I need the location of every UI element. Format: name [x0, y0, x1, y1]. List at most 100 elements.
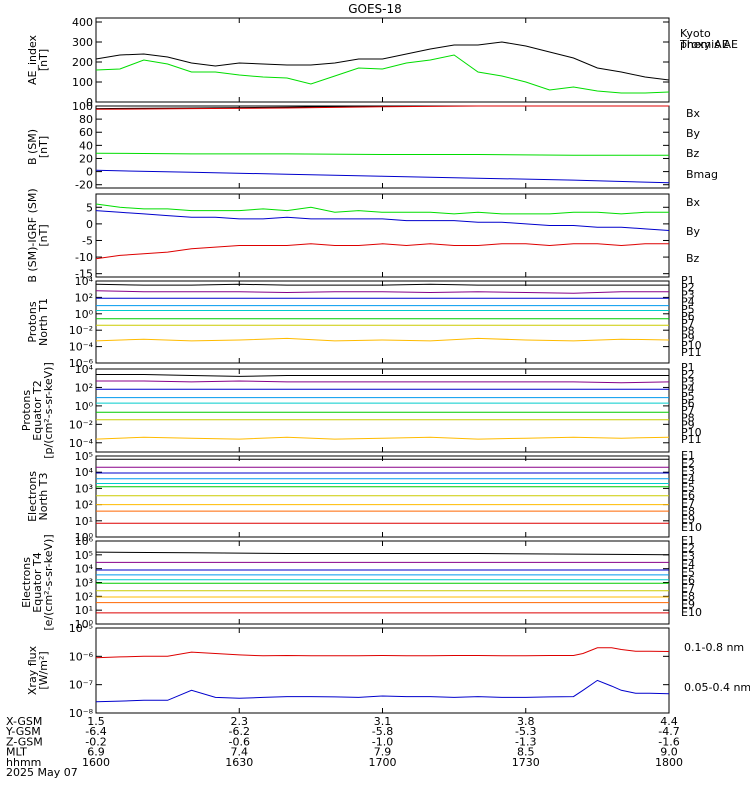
legend-entry: E9 — [681, 513, 695, 526]
footer-row-label: Z-GSM — [6, 735, 43, 748]
legend-entry-line: P4 — [681, 383, 695, 396]
legend-entry-line: E8 — [681, 505, 695, 518]
footer-row-label: Y-GSM — [5, 725, 41, 738]
y-axis-label-line: Equator T4 — [31, 552, 44, 612]
footer-row-value: 6.9 — [87, 746, 105, 759]
legend-entry: P11 — [681, 433, 702, 446]
y-tick-label: 10⁻² — [69, 418, 93, 431]
legend-entry-line: P7 — [681, 317, 695, 330]
series-line-p2 — [95, 290, 669, 294]
y-tick-label: 400 — [72, 16, 93, 29]
y-tick-label: 100 — [72, 100, 93, 113]
series-line-0-1-0-8-nm — [95, 647, 670, 659]
y-tick-label: 80 — [79, 113, 93, 126]
footer-row-value: 4.4 — [660, 715, 678, 728]
footer-date: 2025 May 07 — [6, 766, 78, 779]
legend-entry: E7 — [681, 582, 695, 595]
series-line-e1 — [95, 551, 670, 556]
legend-entry-line: P8 — [681, 324, 695, 337]
legend-entry-line: P4 — [681, 296, 695, 309]
legend-entry: P6 — [681, 397, 695, 410]
legend-entry: E8 — [681, 590, 695, 603]
legend-entry-line: E1 — [681, 534, 695, 547]
legend-entry-line: E9 — [681, 598, 695, 611]
footer-row-value: 7.4 — [231, 746, 249, 759]
legend-entry-line: P8 — [681, 411, 695, 424]
y-tick-label: 10⁻⁶ — [69, 650, 94, 663]
legend-entry-line: proxy AE — [680, 38, 729, 51]
y-tick-label: 10⁵ — [75, 450, 93, 463]
legend-entry-line: E3 — [681, 550, 695, 563]
y-tick-label: -5 — [82, 234, 93, 247]
legend-entry: Kyoto proxy AE — [680, 27, 729, 51]
series-line-0-05-0-4-nm — [95, 679, 670, 703]
legend-entry-line: E8 — [681, 590, 695, 603]
y-tick-label: 20 — [79, 152, 93, 165]
footer-row-value: 1.5 — [87, 715, 105, 728]
legend-entry-line: E2 — [681, 457, 695, 470]
y-tick-label: 10⁰ — [75, 400, 94, 413]
legend-entry-line: Bx — [686, 107, 701, 120]
legend-entry: Bz — [686, 147, 700, 160]
footer-row-value: 8.5 — [517, 746, 535, 759]
y-axis-label-line: [W/m²] — [37, 651, 50, 689]
legend-entry-line: E5 — [681, 566, 695, 579]
legend-entry: P6 — [681, 310, 695, 323]
series-line-bz — [95, 105, 669, 110]
legend-entry: P1 — [681, 274, 695, 287]
legend-entry-line: 0.1-0.8 nm — [684, 641, 744, 654]
legend-entry-line: P9 — [681, 419, 695, 432]
legend-entry-line: E4 — [681, 473, 695, 486]
y-tick-label: 10⁻⁴ — [69, 341, 94, 354]
legend-entry: P5 — [681, 303, 695, 316]
y-tick-label: 10¹ — [75, 604, 93, 617]
legend-entry-line: P9 — [681, 332, 695, 345]
legend-entry-line: E4 — [681, 558, 695, 571]
y-tick-label: 10⁶ — [75, 535, 94, 548]
legend-entry-line: P3 — [681, 375, 695, 388]
y-axis-label-line: AE_index — [26, 34, 39, 85]
series-line-by — [95, 203, 669, 215]
legend-entry-line: E1 — [681, 449, 695, 462]
legend-entry-line: E6 — [681, 574, 695, 587]
y-axis-label-line: Electrons — [20, 557, 33, 608]
chart-panel-4: 10⁻⁶ 10⁻⁴ 10⁻² 10⁰ 10² 10⁴ ProtonsNorth T1 P1P2… — [26, 274, 702, 370]
legend-entry-line: Themis AE — [679, 38, 738, 51]
legend-entry: E8 — [681, 505, 695, 518]
legend-entry-line: Bx — [686, 196, 701, 209]
footer-row-value: -1.6 — [658, 735, 679, 748]
footer-row-label: MLT — [6, 746, 27, 759]
legend-entry: E6 — [681, 574, 695, 587]
legend-entry: E1 — [681, 449, 695, 462]
legend-entry: E4 — [681, 558, 695, 571]
y-axis-label-line: Protons — [26, 301, 39, 342]
y-tick-label: 10⁰ — [75, 308, 94, 321]
y-tick-label: 300 — [72, 36, 93, 49]
legend-entry: E5 — [681, 566, 695, 579]
legend-entry: P5 — [681, 390, 695, 403]
legend-entry: E7 — [681, 497, 695, 510]
legend-entry-line: Bmag — [686, 168, 718, 181]
legend-entry: P2 — [681, 368, 695, 381]
footer-row-value: 2.3 — [231, 715, 249, 728]
legend-entry-line: P11 — [681, 346, 702, 359]
y-tick-label: 10⁻⁴ — [69, 437, 94, 450]
y-axis-label-line: B (SM)-IGRF (SM) — [26, 188, 39, 282]
y-tick-label: 10⁻⁵ — [69, 622, 93, 635]
series-line-p8 — [95, 436, 670, 440]
legend-entry-line: P10 — [681, 339, 702, 352]
footer-row-value: 9.0 — [660, 746, 678, 759]
legend-entry: E10 — [681, 606, 702, 619]
legend-entry: 0.1-0.8 nm — [684, 641, 744, 654]
legend-entry-line: P2 — [681, 281, 695, 294]
legend-entry-line: P10 — [681, 426, 702, 439]
legend-entry: By — [686, 225, 701, 238]
series-line-p8 — [95, 337, 670, 342]
legend-entry-line: P2 — [681, 368, 695, 381]
legend-entry: Bx — [686, 107, 701, 120]
y-tick-label: 200 — [72, 56, 93, 69]
footer-row-value: 3.1 — [374, 715, 392, 728]
